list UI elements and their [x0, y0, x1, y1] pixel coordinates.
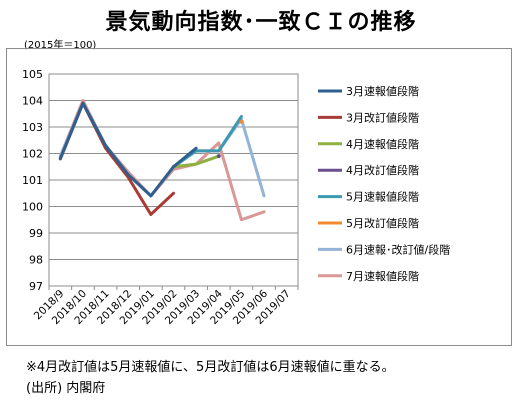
y-tick-label: 100	[22, 201, 43, 214]
y-tick-label: 105	[22, 68, 43, 81]
series-point	[239, 119, 244, 124]
y-tick-label: 103	[22, 121, 43, 134]
legend-label: 3月速報値段階	[346, 84, 419, 98]
footnote: ※4月改訂値は5月速報値に、5月改訂値は6月速報値に重なる。	[26, 360, 395, 375]
legend-label: 5月速報値段階	[346, 190, 419, 204]
legend-label: 6月速報･改訂値/段階	[346, 242, 450, 256]
chart-frame	[6, 48, 512, 346]
legend-label: 3月改訂値段階	[346, 110, 419, 124]
y-tick-label: 97	[29, 280, 43, 293]
source-note: (出所) 内閣府	[26, 381, 106, 396]
chart-title: 景気動向指数･一致ＣＩの推移	[105, 10, 417, 35]
y-tick-label: 101	[22, 174, 43, 187]
base-year-label: (2015年＝100)	[24, 40, 97, 51]
series-point	[216, 154, 221, 159]
legend-label: 4月速報値段階	[346, 137, 419, 151]
legend-label: 7月速報値段階	[346, 269, 419, 283]
y-tick-label: 104	[22, 95, 43, 108]
legend-label: 5月改訂値段階	[346, 216, 419, 230]
y-tick-label: 102	[22, 148, 43, 161]
y-tick-label: 98	[29, 254, 43, 267]
legend-label: 4月改訂値段階	[346, 163, 419, 177]
series-line	[172, 154, 221, 169]
series-line	[58, 101, 198, 198]
y-tick-label: 99	[29, 227, 43, 240]
